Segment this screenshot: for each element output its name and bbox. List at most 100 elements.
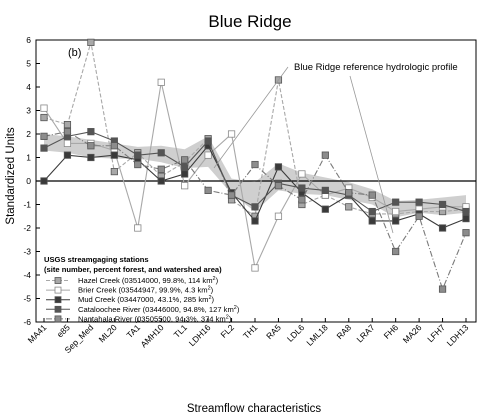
legend-label: Cataloochee River (03446000, 94.8%, 127 … <box>78 305 240 314</box>
legend-label-text: Mud Creek (03447000, 43.1%, 285 km <box>78 295 208 304</box>
data-point <box>251 160 259 169</box>
x-tick-label: FL2 <box>219 322 237 340</box>
data-point <box>87 153 95 162</box>
data-point <box>204 137 212 145</box>
y-tick-label: 6 <box>26 35 31 45</box>
legend-label-superscript: 2 <box>213 276 216 282</box>
data-point <box>204 151 212 159</box>
legend-entry: Mud Creek (03447000, 43.1%, 285 km2) <box>46 295 215 304</box>
data-point <box>274 182 283 190</box>
x-tick-label: LDH13 <box>445 322 471 348</box>
data-point <box>392 198 400 206</box>
legend-label-close: ) <box>212 295 215 304</box>
legend-entry: Cataloochee River (03446000, 94.8%, 127 … <box>46 305 240 314</box>
y-tick-label: -2 <box>23 223 31 233</box>
data-point <box>227 191 236 199</box>
legend-label-close: ) <box>229 314 232 323</box>
x-tick-label: e85 <box>55 322 72 339</box>
data-point <box>345 189 353 197</box>
legend-label-close: ) <box>211 286 214 295</box>
data-point <box>462 229 470 237</box>
y-tick-label: -3 <box>23 247 31 257</box>
data-point <box>157 177 165 185</box>
data-point <box>40 104 48 112</box>
x-tick-label: AMH10 <box>139 322 166 349</box>
x-tick-label: FH6 <box>382 322 401 341</box>
x-tick-label: LDH16 <box>187 322 213 348</box>
legend-marker <box>54 315 62 323</box>
x-tick-label: TA1 <box>125 322 143 340</box>
data-point <box>110 151 118 159</box>
legend-label-superscript: 2 <box>208 295 211 301</box>
data-point <box>274 163 283 171</box>
y-tick-label: 1 <box>26 153 31 163</box>
data-point <box>438 285 447 293</box>
legend-label-close: ) <box>237 305 240 314</box>
legend-marker <box>54 286 62 294</box>
data-point <box>87 142 95 150</box>
annotation-leader <box>349 75 394 234</box>
data-point <box>251 217 259 225</box>
series-nantahala-river <box>40 128 470 293</box>
legend-label: Hazel Creek (03514000, 99.8%, 114 km2) <box>78 276 219 285</box>
legend-label: Brier Creek (03544947, 99.9%, 4.3 km2) <box>78 286 214 295</box>
data-point <box>415 198 423 206</box>
legend-marker <box>54 277 62 284</box>
data-point <box>321 186 329 194</box>
legend-label-close: ) <box>216 276 219 285</box>
data-point <box>134 151 142 159</box>
data-point <box>251 203 259 211</box>
legend-label-superscript: 2 <box>226 314 229 320</box>
data-point <box>368 191 376 199</box>
legend: USGS streamgaging stations(site number, … <box>44 255 240 323</box>
data-point <box>181 170 189 178</box>
chart-title: Blue Ridge <box>208 12 291 31</box>
y-tick-label: -4 <box>23 270 31 280</box>
data-point <box>368 207 376 216</box>
data-point <box>415 212 423 220</box>
legend-label-superscript: 2 <box>208 286 211 292</box>
data-point <box>345 203 353 211</box>
legend-label: Nantahala River (03505500, 94.3%, 374 km… <box>78 314 232 323</box>
data-point <box>204 186 212 194</box>
data-point <box>63 139 72 147</box>
y-tick-label: -5 <box>23 294 31 304</box>
data-point <box>181 156 189 164</box>
x-tick-label: RA8 <box>334 322 353 341</box>
data-point <box>368 217 376 225</box>
legend-label-text: Brier Creek (03544947, 99.9%, 4.3 km <box>78 286 208 295</box>
y-tick-label: 2 <box>26 129 31 139</box>
data-point <box>87 38 95 46</box>
series-brier-creek <box>40 78 470 272</box>
y-axis-label: Standardized Units <box>5 127 17 224</box>
x-tick-label: LML18 <box>304 322 330 348</box>
data-point <box>110 167 118 176</box>
data-point <box>298 196 306 204</box>
legend-entry: Hazel Creek (03514000, 99.8%, 114 km2) <box>46 276 219 285</box>
data-point <box>63 128 72 136</box>
legend-subtitle: (site number, percent forest, and waters… <box>44 265 222 274</box>
data-point <box>227 130 236 138</box>
x-tick-label: MA26 <box>401 322 424 345</box>
x-tick-label: ML20 <box>97 322 119 344</box>
data-point <box>63 121 72 129</box>
data-point <box>157 149 165 157</box>
legend-entry: Nantahala River (03505500, 94.3%, 374 km… <box>46 314 232 323</box>
data-point <box>181 163 189 171</box>
data-point <box>40 132 48 140</box>
data-point <box>321 151 329 159</box>
data-point <box>40 113 48 122</box>
data-point <box>438 200 447 209</box>
data-point <box>298 184 306 192</box>
legend-marker <box>54 305 62 313</box>
series-layer <box>40 38 470 293</box>
data-point <box>40 144 48 152</box>
data-point <box>87 128 95 136</box>
x-tick-label: LRA7 <box>355 322 377 344</box>
y-tick-label: 4 <box>26 82 31 92</box>
data-point <box>462 207 470 216</box>
y-tick-label: 0 <box>26 176 31 186</box>
data-point <box>157 78 165 86</box>
legend-title: USGS streamgaging stations <box>44 255 149 264</box>
data-point <box>134 224 142 232</box>
